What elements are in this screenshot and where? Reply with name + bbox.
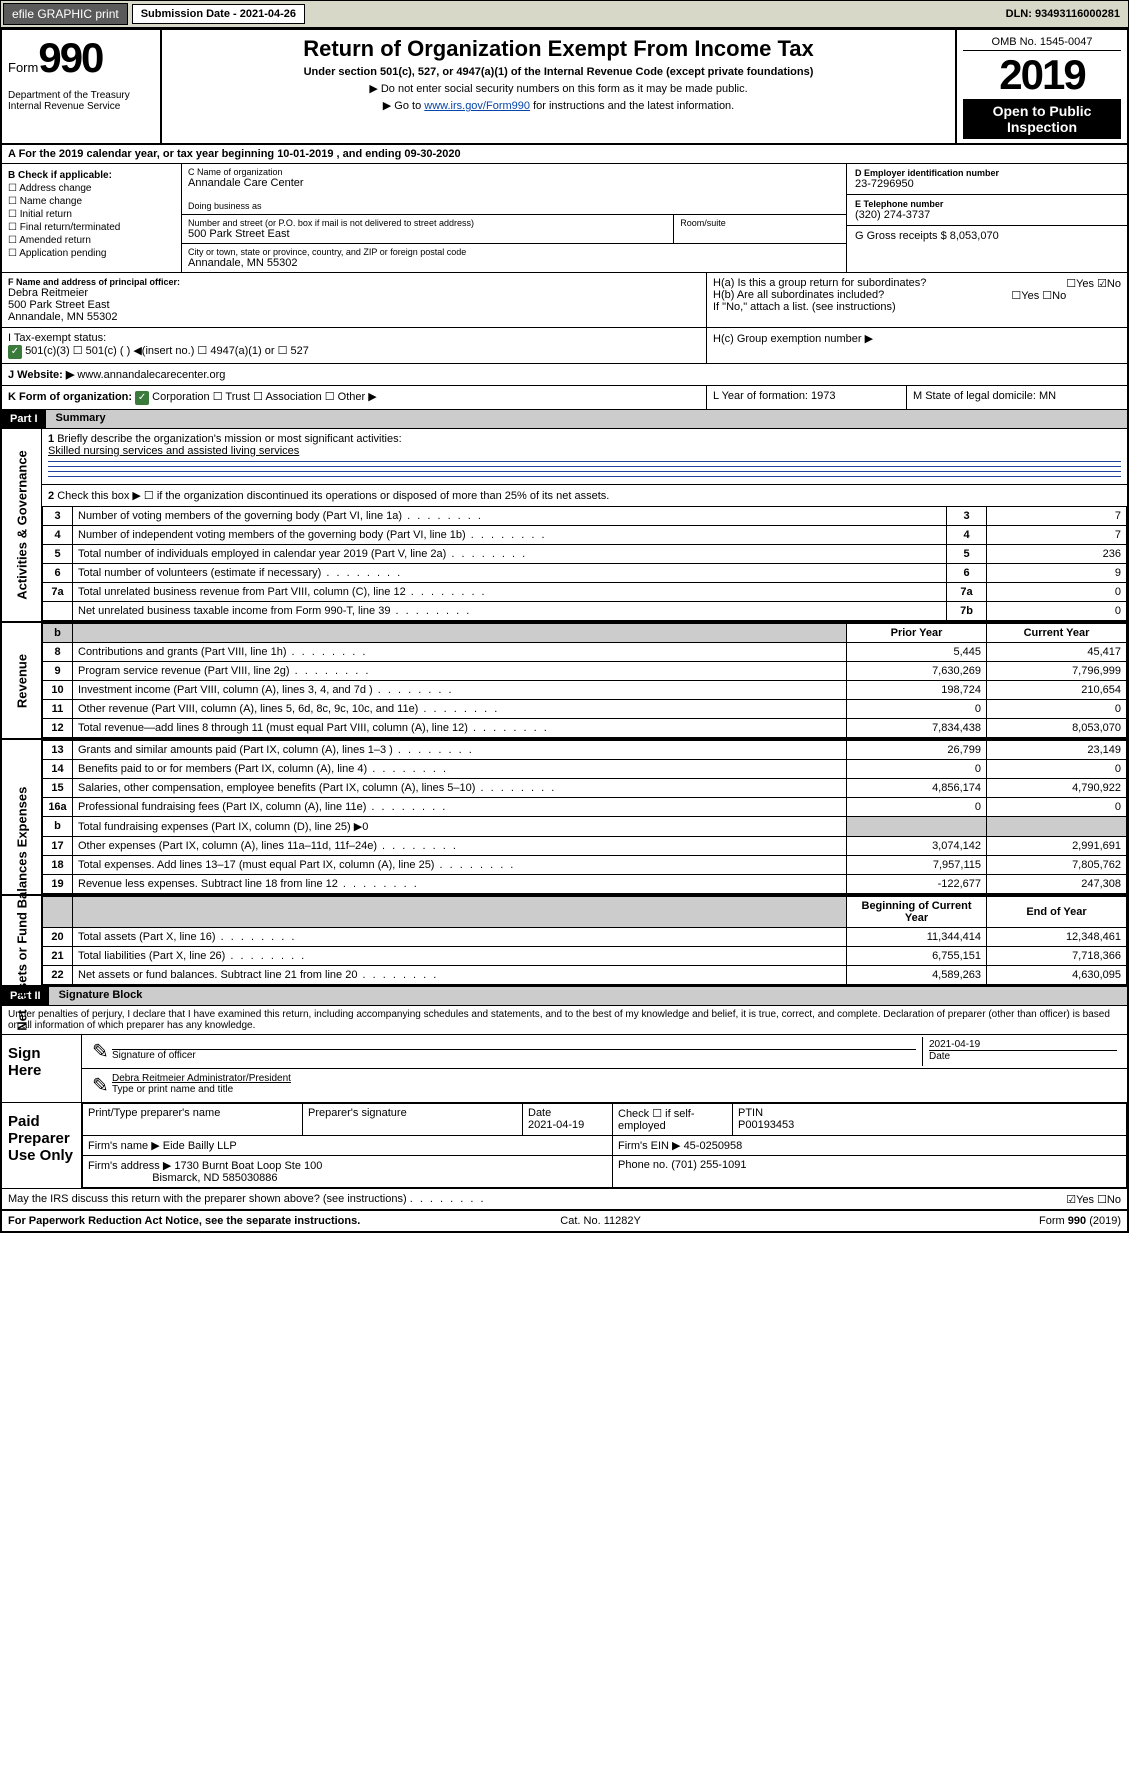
firm-address: 1730 Burnt Boat Loop Ste 100 xyxy=(174,1160,322,1172)
chk-initial-return[interactable]: Initial return xyxy=(8,209,175,220)
netassets-table: Beginning of Current YearEnd of Year20To… xyxy=(42,896,1127,985)
form-header: Form990 Department of the Treasury Inter… xyxy=(2,30,1127,145)
website-link[interactable]: www.annandalecarecenter.org xyxy=(74,369,225,381)
form-subtitle: Under section 501(c), 527, or 4947(a)(1)… xyxy=(168,66,949,78)
city-label: City or town, state or province, country… xyxy=(188,247,840,257)
city-state-zip: Annandale, MN 55302 xyxy=(188,257,840,269)
section-netassets: Net Assets or Fund Balances Beginning of… xyxy=(2,896,1127,987)
tax-status-opts: 501(c)(3) ☐ 501(c) ( ) ◀(insert no.) ☐ 4… xyxy=(25,345,309,357)
revenue-table: bPrior YearCurrent Year8Contributions an… xyxy=(42,623,1127,738)
discuss-row: May the IRS discuss this return with the… xyxy=(2,1189,1127,1211)
vside-gov: Activities & Governance xyxy=(14,450,29,600)
row-a-period: A For the 2019 calendar year, or tax yea… xyxy=(2,145,1127,164)
efile-button[interactable]: efile GRAPHIC print xyxy=(3,3,128,25)
firm-phone: (701) 255-1091 xyxy=(671,1159,746,1171)
paid-preparer-label: Paid Preparer Use Only xyxy=(2,1103,82,1188)
dba-label: Doing business as xyxy=(188,201,840,211)
dept-treasury: Department of the Treasury Internal Reve… xyxy=(8,90,154,112)
vside-exp: Expenses xyxy=(14,787,29,848)
chk-final-return[interactable]: Final return/terminated xyxy=(8,222,175,233)
form-title: Return of Organization Exempt From Incom… xyxy=(168,36,949,62)
form-org-opts: Corporation ☐ Trust ☐ Association ☐ Othe… xyxy=(152,391,377,403)
irs-link[interactable]: www.irs.gov/Form990 xyxy=(424,100,530,112)
addr-label: Number and street (or P.O. box if mail i… xyxy=(188,218,667,228)
chk-app-pending[interactable]: Application pending xyxy=(8,248,175,259)
gross-receipts: G Gross receipts $ 8,053,070 xyxy=(855,230,1119,242)
q2-discontinued: Check this box ▶ ☐ if the organization d… xyxy=(57,490,609,502)
street-address: 500 Park Street East xyxy=(188,228,667,240)
officer-name: Debra Reitmeier xyxy=(8,287,700,299)
cat-number: Cat. No. 11282Y xyxy=(560,1215,641,1227)
sign-here-block: Sign Here ✎ Signature of officer 2021-04… xyxy=(2,1035,1127,1103)
pra-notice: For Paperwork Reduction Act Notice, see … xyxy=(8,1215,360,1227)
omb-number: OMB No. 1545-0047 xyxy=(963,34,1121,51)
ein-value: 23-7296950 xyxy=(855,178,1119,190)
perjury-declaration: Under penalties of perjury, I declare th… xyxy=(2,1006,1127,1035)
phone-label: E Telephone number xyxy=(855,199,1119,209)
expenses-table: 13Grants and similar amounts paid (Part … xyxy=(42,740,1127,894)
pen-icon: ✎ xyxy=(86,1037,106,1066)
h-a: H(a) Is this a group return for subordin… xyxy=(713,277,1121,289)
room-label: Room/suite xyxy=(680,218,840,228)
officer-label: F Name and address of principal officer: xyxy=(8,277,700,287)
officer-addr2: Annandale, MN 55302 xyxy=(8,311,700,323)
check-icon: ✓ xyxy=(135,391,149,405)
section-b-to-g: B Check if applicable: Address change Na… xyxy=(2,164,1127,273)
check-icon: ✓ xyxy=(8,345,22,359)
row-i-hc: I Tax-exempt status: ✓ 501(c)(3) ☐ 501(c… xyxy=(2,328,1127,364)
form-990: Form990 Department of the Treasury Inter… xyxy=(0,28,1129,1233)
year-formation: L Year of formation: 1973 xyxy=(707,386,907,409)
col-b-checkboxes: B Check if applicable: Address change Na… xyxy=(2,164,182,272)
firm-ein: 45-0250958 xyxy=(684,1140,743,1152)
paid-preparer-block: Paid Preparer Use Only Print/Type prepar… xyxy=(2,1103,1127,1189)
submission-date: Submission Date - 2021-04-26 xyxy=(132,4,305,24)
form-word: Form xyxy=(8,60,38,75)
part2-header: Part II Signature Block xyxy=(2,987,1127,1006)
note-goto: ▶ Go to www.irs.gov/Form990 for instruct… xyxy=(168,99,949,112)
top-bar: efile GRAPHIC print Submission Date - 20… xyxy=(0,0,1129,28)
governance-table: 3Number of voting members of the governi… xyxy=(42,506,1127,621)
state-domicile: M State of legal domicile: MN xyxy=(907,386,1127,409)
h-c: H(c) Group exemption number ▶ xyxy=(707,328,1127,363)
form-footer: For Paperwork Reduction Act Notice, see … xyxy=(2,1211,1127,1231)
chk-address-change[interactable]: Address change xyxy=(8,183,175,194)
ein-label: D Employer identification number xyxy=(855,168,1119,178)
row-k-l-m: K Form of organization: ✓ Corporation ☐ … xyxy=(2,386,1127,410)
phone-value: (320) 274-3737 xyxy=(855,209,1119,221)
row-j: J Website: ▶ www.annandalecarecenter.org xyxy=(2,364,1127,386)
q1-mission: Briefly describe the organization's miss… xyxy=(57,433,401,445)
tax-year: 2019 xyxy=(963,51,1121,99)
org-name: Annandale Care Center xyxy=(188,177,840,189)
chk-name-change[interactable]: Name change xyxy=(8,196,175,207)
officer-addr1: 500 Park Street East xyxy=(8,299,700,311)
h-b-note: If "No," attach a list. (see instruction… xyxy=(713,301,1121,313)
open-public: Open to Public Inspection xyxy=(963,99,1121,139)
section-revenue: Revenue bPrior YearCurrent Year8Contribu… xyxy=(2,623,1127,740)
q1-answer: Skilled nursing services and assisted li… xyxy=(48,445,299,457)
sign-here-label: Sign Here xyxy=(2,1035,82,1102)
part1-header: Part I Summary xyxy=(2,410,1127,429)
discuss-answer: ☑Yes ☐No xyxy=(1066,1193,1121,1206)
row-f-h: F Name and address of principal officer:… xyxy=(2,273,1127,328)
org-name-label: C Name of organization xyxy=(188,167,840,177)
chk-amended[interactable]: Amended return xyxy=(8,235,175,246)
form-ref: Form 990 (2019) xyxy=(1039,1215,1121,1227)
section-governance: Activities & Governance 1 Briefly descri… xyxy=(2,429,1127,623)
note-ssn: ▶ Do not enter social security numbers o… xyxy=(168,82,949,95)
firm-name: Eide Bailly LLP xyxy=(163,1140,237,1152)
officer-name-title: Debra Reitmeier Administrator/President xyxy=(112,1073,1117,1084)
pen-icon: ✎ xyxy=(86,1071,106,1100)
dln: DLN: 93493116000281 xyxy=(1006,8,1126,20)
ptin: P00193453 xyxy=(738,1119,794,1131)
vside-rev: Revenue xyxy=(14,653,29,707)
vside-net: Net Assets or Fund Balances xyxy=(14,851,29,1030)
form-number: 990 xyxy=(38,34,102,81)
h-b: H(b) Are all subordinates included? ☐Yes… xyxy=(713,289,1121,301)
section-expenses: Expenses 13Grants and similar amounts pa… xyxy=(2,740,1127,896)
